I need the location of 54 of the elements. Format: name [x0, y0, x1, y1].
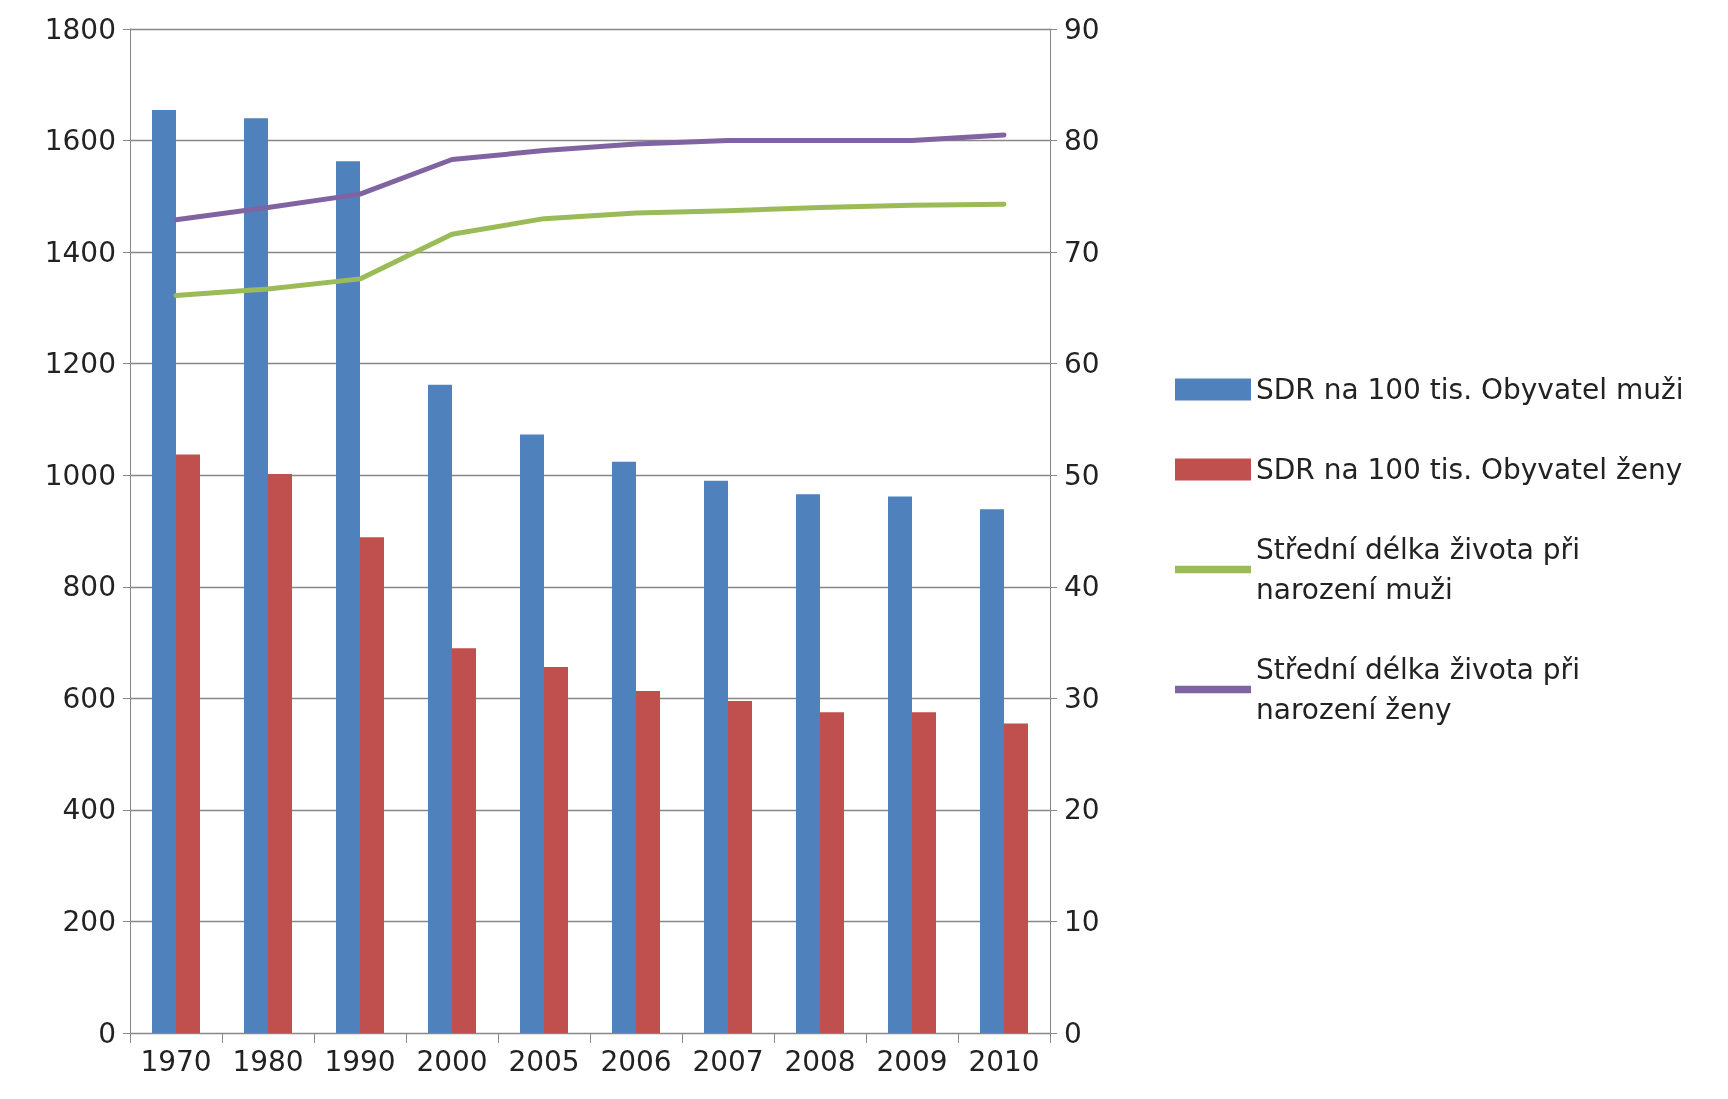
legend-label: SDR na 100 tis. Obyvatel ženy — [1256, 453, 1683, 486]
x-tick-label: 2009 — [876, 1044, 948, 1078]
y2-tick-label: 70 — [1064, 235, 1100, 269]
y-tick-label: 200 — [62, 904, 116, 938]
bar — [820, 712, 844, 1033]
y-tick-label: 800 — [62, 570, 116, 604]
y-tick-label: 0 — [98, 1016, 116, 1050]
bar — [152, 109, 176, 1033]
y2-tick-label: 50 — [1064, 458, 1100, 492]
bar — [888, 496, 912, 1033]
bar — [176, 454, 200, 1033]
y2-tick-label: 80 — [1064, 124, 1100, 158]
bar — [704, 480, 728, 1033]
y2-tick-label: 90 — [1064, 12, 1100, 46]
bar — [636, 691, 660, 1033]
bar — [796, 494, 820, 1033]
bar — [520, 434, 544, 1033]
x-tick-label: 2005 — [508, 1044, 580, 1078]
bar — [244, 118, 268, 1033]
y2-tick-label: 40 — [1064, 570, 1100, 604]
x-tick-label: 2006 — [600, 1044, 672, 1078]
y2-tick-label: 60 — [1064, 347, 1100, 381]
y2-tick-label: 20 — [1064, 793, 1100, 827]
y-tick-label: 1600 — [44, 124, 116, 158]
y-tick-label: 1200 — [44, 347, 116, 381]
x-tick-label: 1990 — [324, 1044, 396, 1078]
x-tick-label: 1980 — [232, 1044, 304, 1078]
bar — [336, 161, 360, 1033]
y2-tick-label: 10 — [1064, 904, 1100, 938]
x-tick-label: 1970 — [140, 1044, 212, 1078]
y-tick-label: 1800 — [44, 12, 116, 46]
bar — [452, 648, 476, 1033]
y-tick-label: 1000 — [44, 458, 116, 492]
bar — [268, 474, 292, 1033]
bar — [360, 537, 384, 1033]
y-tick-label: 1400 — [44, 235, 116, 269]
legend-label: Střední délka života při narození muži — [1256, 533, 1589, 606]
bar — [980, 509, 1004, 1033]
y-tick-label: 400 — [62, 793, 116, 827]
y2-tick-label: 0 — [1064, 1016, 1082, 1050]
y2-tick-label: 30 — [1064, 681, 1100, 715]
x-tick-label: 2007 — [692, 1044, 764, 1078]
bar — [728, 701, 752, 1033]
bar — [428, 384, 452, 1033]
bar — [912, 712, 936, 1033]
bar — [544, 667, 568, 1033]
x-tick-label: 2008 — [784, 1044, 856, 1078]
y-tick-label: 600 — [62, 681, 116, 715]
legend-label: SDR na 100 tis. Obyvatel muži — [1256, 373, 1684, 406]
x-tick-label: 2010 — [968, 1044, 1040, 1078]
bar — [612, 461, 636, 1033]
x-tick-label: 2000 — [416, 1044, 488, 1078]
bar — [1004, 723, 1028, 1033]
legend-label: Střední délka života při narození ženy — [1256, 653, 1589, 726]
